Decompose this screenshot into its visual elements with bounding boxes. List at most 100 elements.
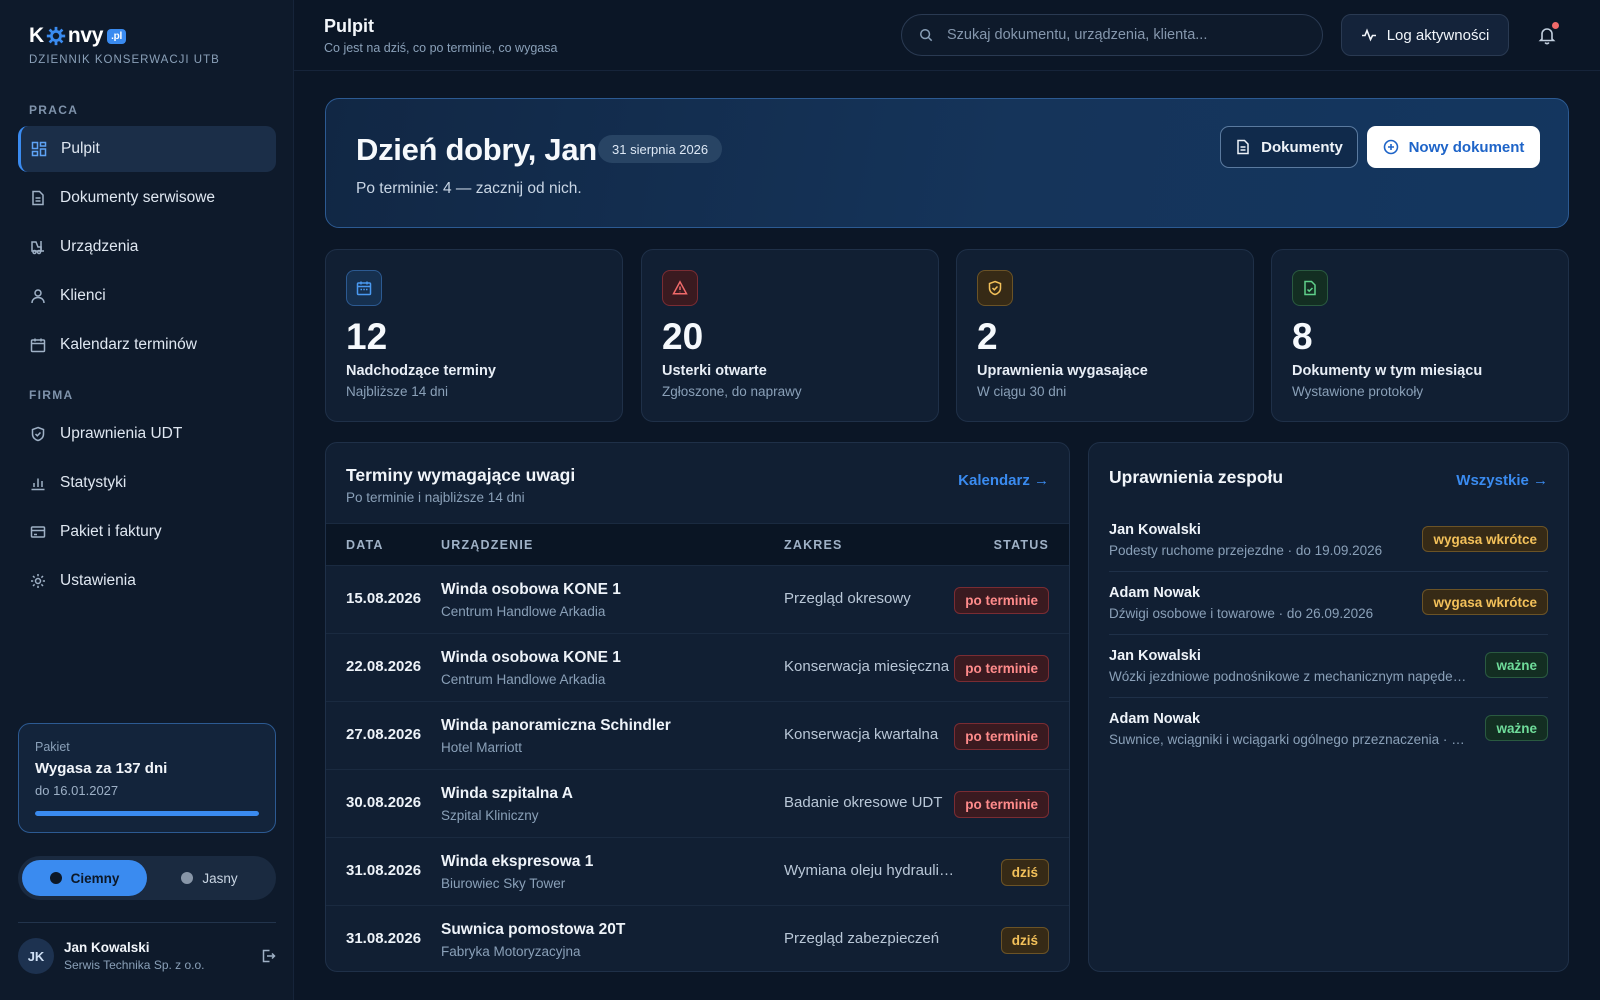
sidebar-item-clients[interactable]: Klienci bbox=[18, 273, 276, 319]
sidebar-item-service-documents[interactable]: Dokumenty serwisowe bbox=[18, 175, 276, 221]
stat-card-documents-month[interactable]: 8 Dokumenty w tym miesiącu Wystawione pr… bbox=[1271, 249, 1569, 422]
sidebar-item-calendar[interactable]: Kalendarz terminów bbox=[18, 322, 276, 368]
activity-log-button[interactable]: Log aktywności bbox=[1341, 14, 1509, 56]
documents-button-label: Dokumenty bbox=[1261, 138, 1343, 156]
column-header-scope[interactable]: ZAKRES bbox=[784, 538, 843, 552]
notifications-button[interactable] bbox=[1537, 22, 1559, 45]
documents-button[interactable]: Dokumenty bbox=[1220, 126, 1358, 168]
theme-option-label: Ciemny bbox=[70, 870, 120, 886]
list-item[interactable]: Jan Kowalski Wózki jezdniowe podnośnikow… bbox=[1109, 635, 1548, 698]
permission-description: Suwnice, wciągniki i wciągarki ogólnego … bbox=[1109, 732, 1469, 747]
stat-value: 12 bbox=[346, 316, 388, 357]
row-scope: Wymiana oleju hydraulicznego bbox=[784, 862, 954, 879]
table-row[interactable]: 30.08.2026 Winda szpitalna A Szpital Kli… bbox=[326, 770, 1069, 838]
welcome-banner: Dzień dobry, Jan 31 sierpnia 2026 Po ter… bbox=[325, 98, 1569, 228]
user-company: Serwis Technika Sp. z o.o. bbox=[64, 958, 205, 972]
stat-value: 2 bbox=[977, 316, 998, 357]
table-row[interactable]: 22.08.2026 Winda osobowa KONE 1 Centrum … bbox=[326, 634, 1069, 702]
column-header-date[interactable]: DATA bbox=[346, 538, 384, 552]
table-row[interactable]: 31.08.2026 Suwnica pomostowa 20T Fabryka… bbox=[326, 906, 1069, 971]
team-permissions-panel: Uprawnienia zespołu Wszystkie → Jan Kowa… bbox=[1088, 442, 1569, 972]
sidebar-item-label: Pulpit bbox=[61, 140, 100, 157]
avatar[interactable]: JK bbox=[18, 938, 54, 974]
search-input[interactable] bbox=[947, 27, 1287, 43]
nav-section-company: FIRMA bbox=[29, 388, 74, 402]
document-icon bbox=[32, 190, 44, 206]
search-icon bbox=[920, 29, 933, 42]
logout-icon[interactable] bbox=[260, 948, 276, 964]
status-badge: dziś bbox=[1000, 927, 1049, 954]
list-item[interactable]: Adam Nowak Suwnice, wciągniki i wciągark… bbox=[1109, 698, 1548, 761]
status-badge: po terminie bbox=[954, 655, 1049, 682]
sidebar-item-settings[interactable]: Ustawienia bbox=[18, 558, 276, 604]
sidebar-item-udt-permissions[interactable]: Uprawnienia UDT bbox=[18, 411, 276, 457]
row-scope: Przegląd okresowy bbox=[784, 590, 911, 607]
theme-option-dark[interactable]: Ciemny bbox=[22, 860, 147, 896]
table-row[interactable]: 31.08.2026 Winda ekspresowa 1 Biurowiec … bbox=[326, 838, 1069, 906]
user-divider bbox=[18, 922, 276, 923]
table-row[interactable]: 15.08.2026 Winda osobowa KONE 1 Centrum … bbox=[326, 566, 1069, 634]
stat-card-expiring-permissions[interactable]: 2 Uprawnienia wygasające W ciągu 30 dni bbox=[956, 249, 1254, 422]
status-badge: po terminie bbox=[954, 791, 1049, 818]
row-date: 22.08.2026 bbox=[346, 658, 422, 675]
logo[interactable]: K nvy .pl bbox=[29, 24, 220, 48]
permission-status-badge: ważne bbox=[1485, 715, 1548, 741]
column-header-device[interactable]: URZĄDZENIE bbox=[441, 538, 534, 552]
greeting: Dzień dobry, Jan bbox=[356, 132, 597, 167]
theme-option-light[interactable]: Jasny bbox=[147, 860, 272, 896]
row-date: 27.08.2026 bbox=[346, 726, 422, 743]
sidebar-item-billing[interactable]: Pakiet i faktury bbox=[18, 509, 276, 555]
calendar-icon bbox=[30, 338, 46, 353]
table-row[interactable]: 27.08.2026 Winda panoramiczna Schindler … bbox=[326, 702, 1069, 770]
row-device: Winda szpitalna A bbox=[441, 785, 573, 802]
row-scope: Konserwacja miesięczna bbox=[784, 658, 950, 675]
plan-card[interactable]: Pakiet Wygasa za 137 dni do 16.01.2027 bbox=[18, 723, 276, 833]
row-device: Winda ekspresowa 1 bbox=[441, 853, 594, 870]
stat-icon-badge bbox=[346, 270, 382, 306]
row-date: 15.08.2026 bbox=[346, 590, 422, 607]
sidebar-item-dashboard[interactable]: Pulpit bbox=[18, 126, 276, 172]
sidebar-item-devices[interactable]: Urządzenia bbox=[18, 224, 276, 270]
permission-holder: Jan Kowalski bbox=[1109, 522, 1201, 538]
row-device: Suwnica pomostowa 20T bbox=[441, 921, 626, 938]
user-name: Jan Kowalski bbox=[64, 940, 150, 955]
gear-icon bbox=[31, 574, 45, 588]
stat-icon-badge bbox=[1292, 270, 1328, 306]
sidebar-item-statistics[interactable]: Statystyki bbox=[18, 460, 276, 506]
plus-circle-icon bbox=[1383, 139, 1398, 155]
plan-label: Pakiet bbox=[35, 740, 70, 754]
stat-card-upcoming[interactable]: 12 Nadchodzące terminy Najbliższe 14 dni bbox=[325, 249, 623, 422]
sidebar-item-label: Uprawnienia UDT bbox=[60, 425, 183, 442]
calendar-icon bbox=[356, 281, 372, 296]
dashboard-icon bbox=[31, 141, 47, 157]
row-date: 31.08.2026 bbox=[346, 862, 422, 879]
topbar: Pulpit Co jest na dziś, co po terminie, … bbox=[294, 0, 1600, 71]
new-document-button[interactable]: Nowy dokument bbox=[1367, 126, 1540, 168]
bell-icon bbox=[1538, 28, 1556, 45]
row-client: Fabryka Motoryzacyjna bbox=[441, 944, 581, 959]
stat-card-faults[interactable]: 20 Usterki otwarte Zgłoszone, do naprawy bbox=[641, 249, 939, 422]
plan-progress-fill bbox=[35, 811, 259, 816]
user-profile: JK Jan Kowalski Serwis Technika Sp. z o.… bbox=[18, 937, 276, 975]
list-item[interactable]: Jan Kowalski Podesty ruchome przejezdne … bbox=[1109, 509, 1548, 572]
permission-description: Wózki jezdniowe podnośnikowe z mechanicz… bbox=[1109, 669, 1469, 684]
sidebar-item-label: Kalendarz terminów bbox=[60, 336, 197, 353]
row-scope: Badanie okresowe UDT bbox=[784, 794, 943, 811]
permission-holder: Adam Nowak bbox=[1109, 585, 1201, 601]
stat-label: Dokumenty w tym miesiącu bbox=[1292, 363, 1483, 379]
deadlines-subtitle: Po terminie i najbliższe 14 dni bbox=[346, 490, 525, 505]
plan-progress-bar bbox=[35, 811, 259, 816]
brand: K nvy .pl DZIENNIK KONSERWACJI UTB bbox=[29, 24, 220, 66]
all-permissions-link[interactable]: Wszystkie → bbox=[1456, 472, 1548, 489]
calendar-link[interactable]: Kalendarz → bbox=[958, 472, 1049, 489]
column-header-status[interactable]: STATUS bbox=[993, 538, 1049, 552]
list-item[interactable]: Adam Nowak Dźwigi osobowe i towarowe · d… bbox=[1109, 572, 1548, 635]
overdue-message: Po terminie: 4 — zacznij od nich. bbox=[356, 180, 582, 197]
permission-status-badge: wygasa wkrótce bbox=[1422, 526, 1548, 552]
user-info: Jan Kowalski Serwis Technika Sp. z o.o. bbox=[64, 940, 260, 972]
stat-sublabel: Zgłoszone, do naprawy bbox=[662, 384, 802, 399]
row-date: 31.08.2026 bbox=[346, 930, 422, 947]
permission-holder: Jan Kowalski bbox=[1109, 648, 1201, 664]
row-client: Szpital Kliniczny bbox=[441, 808, 539, 823]
permission-holder: Adam Nowak bbox=[1109, 711, 1201, 727]
